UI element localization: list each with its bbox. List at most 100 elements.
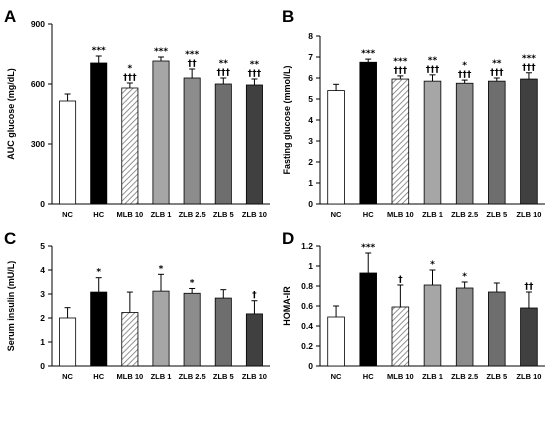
category-label: ZLB 2.5 xyxy=(451,372,478,381)
y-tick-label: 300 xyxy=(31,139,45,149)
category-label: NC xyxy=(62,372,73,381)
significance-marker: *** xyxy=(522,54,536,64)
bar-zlb-2-5 xyxy=(183,77,201,205)
bar-zlb-10 xyxy=(520,78,538,205)
y-tick-label: 0 xyxy=(40,199,45,209)
bar-hc xyxy=(359,61,377,205)
y-tick-label: 0 xyxy=(40,361,45,371)
category-label: ZLB 10 xyxy=(242,210,267,219)
y-axis-label: AUC glucose (mg/dL) xyxy=(6,68,16,160)
significance-marker: ** xyxy=(219,59,229,69)
category-label: ZLB 1 xyxy=(151,372,172,381)
bar-zlb-2-5 xyxy=(455,82,474,205)
y-tick-label: 4 xyxy=(40,265,45,275)
category-label: ZLB 5 xyxy=(486,210,507,219)
y-axis-label: Serum insulin (mU/L) xyxy=(6,261,16,352)
y-tick-label: 0.8 xyxy=(301,281,313,291)
y-axis-label: HOMA-IR xyxy=(282,286,292,326)
bar-mlb-10 xyxy=(391,78,410,205)
bar-hc xyxy=(90,291,108,367)
y-tick-label: 1.2 xyxy=(301,241,313,251)
significance-dagger: ††† xyxy=(394,66,408,76)
significance-marker: * xyxy=(462,61,467,71)
category-label: ZLB 2.5 xyxy=(451,210,478,219)
significance-marker: * xyxy=(190,278,195,288)
category-label: ZLB 10 xyxy=(516,210,541,219)
bar-zlb-10 xyxy=(245,313,263,367)
category-label: HC xyxy=(363,210,374,219)
y-tick-label: 600 xyxy=(31,79,45,89)
significance-dagger: ††† xyxy=(123,73,137,83)
bar-zlb-5 xyxy=(488,291,506,367)
significance-marker: *** xyxy=(361,243,375,253)
panel-letter: D xyxy=(282,229,294,248)
bar-zlb-1 xyxy=(423,284,442,367)
bar-nc xyxy=(327,90,345,205)
category-label: MLB 10 xyxy=(387,210,414,219)
bar-mlb-10 xyxy=(121,312,139,367)
panel-letter: B xyxy=(282,7,294,26)
y-tick-label: 1 xyxy=(308,178,313,188)
bar-mlb-10 xyxy=(121,87,139,205)
category-label: ZLB 2.5 xyxy=(179,210,206,219)
significance-marker: † xyxy=(252,291,257,301)
y-tick-label: 0 xyxy=(308,361,313,371)
y-tick-label: 2 xyxy=(308,157,313,167)
significance-marker: * xyxy=(159,264,164,274)
significance-dagger: †† xyxy=(188,59,198,69)
bar-zlb-5 xyxy=(214,297,232,367)
significance-marker: ** xyxy=(250,60,260,70)
significance-marker: * xyxy=(462,272,467,282)
y-tick-label: 7 xyxy=(308,52,313,62)
bar-nc xyxy=(327,316,345,367)
bar-zlb-1 xyxy=(152,290,170,367)
category-label: NC xyxy=(331,372,342,381)
category-label: NC xyxy=(62,210,73,219)
significance-marker: ** xyxy=(428,56,438,66)
category-label: HC xyxy=(93,372,104,381)
bar-mlb-10 xyxy=(391,306,410,367)
chart-panel-C: C Serum insulin (mU/L) 0 1 2 3 4 5 NC HC * MLB 10 ZL… xyxy=(4,229,270,381)
y-tick-label: 1 xyxy=(40,337,45,347)
y-tick-label: 5 xyxy=(308,94,313,104)
panel-letter: C xyxy=(4,229,16,248)
category-label: ZLB 5 xyxy=(213,210,234,219)
significance-dagger: ††† xyxy=(248,69,262,79)
category-label: ZLB 10 xyxy=(242,372,267,381)
category-label: NC xyxy=(331,210,342,219)
category-label: MLB 10 xyxy=(387,372,414,381)
y-tick-label: 3 xyxy=(40,289,45,299)
chart-panel-D: D HOMA-IR 0 0.2 0.4 0.6 0.8 1 1.2 NC HC *** MLB 10 † Z… xyxy=(282,229,545,381)
category-label: ZLB 1 xyxy=(422,372,443,381)
significance-dagger: ††† xyxy=(490,68,504,78)
significance-dagger: ††† xyxy=(217,68,231,78)
category-label: ZLB 1 xyxy=(151,210,172,219)
bar-nc xyxy=(59,317,77,367)
significance-marker: *** xyxy=(393,57,407,67)
bar-zlb-10 xyxy=(520,307,538,367)
significance-marker: * xyxy=(96,268,101,278)
y-tick-label: 0.2 xyxy=(301,341,313,351)
significance-marker: † xyxy=(398,275,403,285)
category-label: HC xyxy=(93,210,104,219)
significance-dagger: ††† xyxy=(522,63,536,73)
category-label: HC xyxy=(363,372,374,381)
bar-zlb-1 xyxy=(423,80,442,205)
bar-zlb-2-5 xyxy=(183,292,201,367)
significance-marker: ** xyxy=(492,59,502,69)
y-tick-label: 900 xyxy=(31,19,45,29)
category-label: ZLB 5 xyxy=(486,372,507,381)
significance-marker: * xyxy=(127,64,132,74)
y-tick-label: 6 xyxy=(308,73,313,83)
y-tick-label: 8 xyxy=(308,31,313,41)
bar-hc xyxy=(359,272,377,367)
bar-nc xyxy=(59,100,77,205)
significance-marker: *** xyxy=(154,47,168,57)
y-tick-label: 0.6 xyxy=(301,301,313,311)
significance-marker: *** xyxy=(185,50,199,60)
y-tick-label: 0 xyxy=(308,199,313,209)
category-label: ZLB 10 xyxy=(516,372,541,381)
y-axis-label: Fasting glucose (mmol/L) xyxy=(282,65,292,174)
